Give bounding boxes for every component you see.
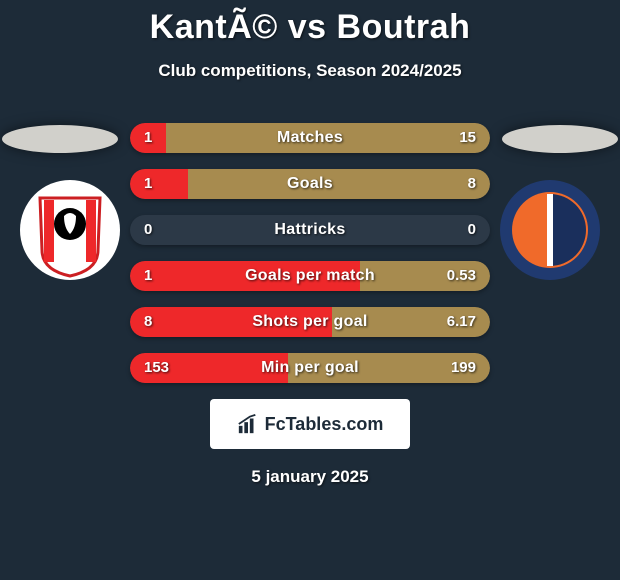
brand-text: FcTables.com xyxy=(265,414,384,435)
page-subtitle: Club competitions, Season 2024/2025 xyxy=(0,61,620,81)
stat-row: 8 Shots per goal 6.17 xyxy=(130,307,490,337)
stat-label: Min per goal xyxy=(130,353,490,383)
ellipse-shadow-right xyxy=(502,125,618,153)
stat-label: Matches xyxy=(130,123,490,153)
date-label: 5 january 2025 xyxy=(0,467,620,487)
stat-label: Goals per match xyxy=(130,261,490,291)
badge-left-svg xyxy=(20,180,120,280)
stat-value-right: 0 xyxy=(468,215,476,245)
stat-label: Goals xyxy=(130,169,490,199)
stat-row: 0 Hattricks 0 xyxy=(130,215,490,245)
brand-box[interactable]: FcTables.com xyxy=(210,399,410,449)
stat-label: Shots per goal xyxy=(130,307,490,337)
stat-label: Hattricks xyxy=(130,215,490,245)
stat-row: 1 Matches 15 xyxy=(130,123,490,153)
page-title: KantÃ© vs Boutrah xyxy=(0,0,620,47)
stat-row: 1 Goals 8 xyxy=(130,169,490,199)
stat-value-right: 15 xyxy=(459,123,476,153)
stat-value-right: 0.53 xyxy=(447,261,476,291)
stat-value-right: 199 xyxy=(451,353,476,383)
stats-list: 1 Matches 15 1 Goals 8 0 Hattricks 0 1 G… xyxy=(130,123,490,383)
stat-value-right: 8 xyxy=(468,169,476,199)
chart-icon xyxy=(237,413,259,435)
stat-row: 153 Min per goal 199 xyxy=(130,353,490,383)
badge-right-svg xyxy=(500,180,600,280)
ellipse-shadow-left xyxy=(2,125,118,153)
comparison-widget: KantÃ© vs Boutrah Club competitions, Sea… xyxy=(0,0,620,580)
club-badge-right xyxy=(500,180,600,280)
stat-value-right: 6.17 xyxy=(447,307,476,337)
club-badge-left xyxy=(20,180,120,280)
stat-row: 1 Goals per match 0.53 xyxy=(130,261,490,291)
